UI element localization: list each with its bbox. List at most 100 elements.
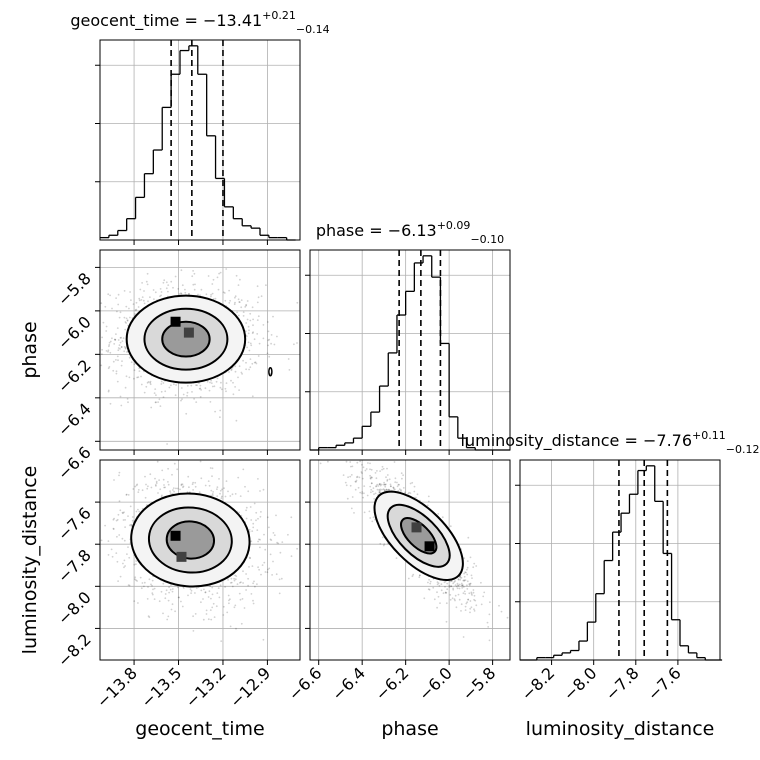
scatter-point bbox=[204, 387, 207, 390]
scatter-point bbox=[164, 486, 167, 489]
scatter-point bbox=[210, 597, 212, 600]
scatter-point bbox=[113, 517, 115, 520]
scatter-point bbox=[165, 589, 168, 592]
scatter-point bbox=[124, 386, 127, 389]
title-luminosity-distance: luminosity_distance = −7.76+0.11−0.12 bbox=[461, 429, 760, 456]
scatter-point bbox=[257, 540, 259, 543]
scatter-point bbox=[135, 308, 138, 311]
scatter-point bbox=[210, 295, 212, 298]
scatter-point bbox=[427, 500, 430, 503]
scatter-point bbox=[470, 592, 473, 595]
scatter-point bbox=[256, 333, 259, 335]
scatter-point bbox=[127, 401, 129, 404]
scatter-point bbox=[440, 583, 443, 586]
scatter-point bbox=[133, 563, 136, 566]
marginal-panel-phase bbox=[305, 250, 510, 451]
scatter-point bbox=[288, 369, 291, 371]
scatter-point bbox=[162, 396, 165, 398]
scatter-point bbox=[381, 465, 384, 468]
scatter-point bbox=[167, 284, 170, 286]
scatter-point bbox=[101, 348, 103, 351]
scatter-point bbox=[220, 381, 222, 384]
scatter-point bbox=[123, 346, 126, 348]
scatter-point bbox=[211, 385, 214, 388]
scatter-point bbox=[398, 483, 400, 486]
scatter-point bbox=[220, 640, 223, 642]
scatter-point bbox=[210, 489, 213, 492]
scatter-point bbox=[280, 577, 283, 580]
scatter-point bbox=[240, 306, 243, 309]
scatter-point bbox=[450, 585, 452, 588]
scatter-point bbox=[128, 356, 131, 359]
scatter-point bbox=[158, 398, 161, 401]
scatter-point bbox=[180, 269, 183, 272]
scatter-point bbox=[487, 626, 490, 628]
scatter-point bbox=[204, 591, 207, 594]
scatter-point bbox=[252, 602, 255, 605]
scatter-point bbox=[413, 485, 416, 488]
scatter-point bbox=[152, 289, 155, 291]
scatter-point bbox=[127, 494, 130, 496]
scatter-point bbox=[464, 609, 467, 611]
scatter-point bbox=[384, 485, 387, 488]
scatter-point bbox=[256, 529, 259, 531]
scatter-point bbox=[350, 507, 353, 510]
scatter-point bbox=[172, 489, 174, 491]
scatter-point bbox=[393, 461, 396, 463]
scatter-point bbox=[231, 585, 234, 588]
scatter-point bbox=[168, 386, 171, 389]
scatter-point bbox=[217, 288, 220, 291]
scatter-point bbox=[120, 346, 123, 348]
scatter-point bbox=[459, 576, 462, 579]
scatter-point bbox=[178, 596, 181, 599]
scatter-point bbox=[402, 474, 404, 477]
scatter-point bbox=[260, 573, 262, 576]
scatter-point bbox=[171, 590, 174, 593]
scatter-point bbox=[200, 589, 203, 592]
scatter-point bbox=[200, 288, 203, 291]
scatter-point bbox=[121, 537, 124, 540]
scatter-point bbox=[452, 582, 455, 585]
scatter-point bbox=[192, 615, 195, 618]
scatter-point bbox=[270, 342, 272, 345]
scatter-point bbox=[197, 293, 199, 296]
scatter-point bbox=[462, 592, 465, 595]
scatter-point bbox=[194, 485, 197, 488]
scatter-point bbox=[245, 589, 248, 591]
scatter-point bbox=[468, 583, 471, 585]
scatter-point bbox=[446, 582, 449, 585]
scatter-point bbox=[109, 402, 112, 405]
scatter-point bbox=[117, 580, 119, 582]
scatter-point bbox=[457, 584, 460, 587]
scatter-point bbox=[209, 401, 212, 403]
scatter-point bbox=[472, 591, 475, 594]
scatter-point bbox=[257, 355, 260, 357]
scatter-point bbox=[115, 297, 117, 299]
scatter-point bbox=[375, 485, 377, 488]
scatter-point bbox=[238, 592, 241, 595]
scatter-point bbox=[191, 391, 193, 393]
scatter-point bbox=[268, 355, 271, 358]
scatter-point bbox=[245, 322, 248, 324]
scatter-point bbox=[176, 468, 179, 471]
scatter-point bbox=[464, 571, 466, 574]
joint-layer bbox=[100, 250, 510, 660]
scatter-point bbox=[407, 493, 410, 495]
scatter-point bbox=[169, 492, 172, 494]
scatter-point bbox=[211, 493, 214, 495]
scatter-point bbox=[219, 271, 222, 274]
scatter-point bbox=[138, 370, 141, 372]
scatter-point bbox=[457, 578, 460, 580]
scatter-point bbox=[464, 593, 467, 595]
scatter-point bbox=[460, 582, 463, 585]
scatter-point bbox=[153, 298, 155, 300]
scatter-point bbox=[428, 588, 431, 591]
scatter-point bbox=[137, 491, 140, 493]
scatter-point bbox=[180, 600, 182, 603]
scatter-point bbox=[470, 591, 473, 594]
scatter-point bbox=[238, 389, 241, 391]
joint-frame-geocent_time-luminosity_distance bbox=[99, 459, 301, 661]
scatter-point bbox=[105, 325, 108, 328]
scatter-point bbox=[379, 483, 381, 485]
scatter-point bbox=[171, 603, 174, 606]
